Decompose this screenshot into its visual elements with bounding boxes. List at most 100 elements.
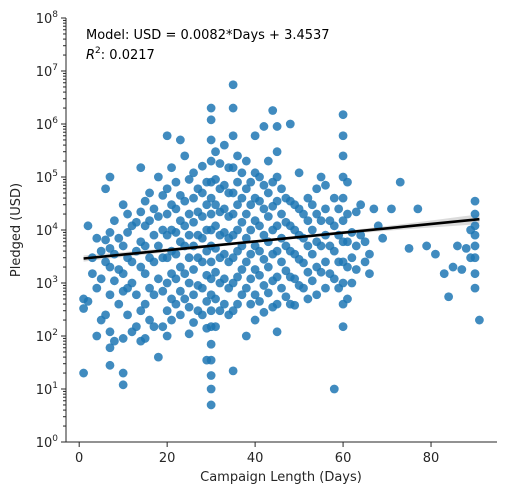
data-point: [158, 322, 167, 331]
data-point: [79, 369, 88, 378]
data-point: [264, 212, 273, 221]
x-tick-label: 0: [75, 451, 83, 466]
data-point: [361, 237, 370, 246]
data-point: [167, 163, 176, 172]
data-point: [198, 311, 207, 320]
data-point: [163, 210, 172, 219]
data-point: [233, 300, 242, 309]
data-point: [273, 300, 282, 309]
data-point: [207, 115, 216, 124]
data-point: [110, 276, 119, 285]
y-tick-label: 104: [36, 222, 59, 239]
data-point: [361, 258, 370, 267]
data-point: [453, 242, 462, 251]
data-point: [119, 242, 128, 251]
data-point: [422, 242, 431, 251]
y-tick-label: 100: [36, 434, 59, 451]
y-tick-base: 10: [36, 383, 53, 398]
data-point: [110, 216, 119, 225]
data-point: [229, 131, 238, 140]
data-point: [185, 329, 194, 338]
data-point: [339, 279, 348, 288]
data-point: [114, 234, 123, 243]
y-tick-exponent: 2: [52, 328, 58, 338]
y-tick-label: 101: [36, 381, 58, 398]
data-point: [343, 263, 352, 272]
data-point: [233, 178, 242, 187]
data-point: [106, 228, 115, 237]
data-point: [246, 250, 255, 259]
data-point: [185, 210, 194, 219]
data-point: [255, 173, 264, 182]
x-axis-ticks: 0 20 40 60 80: [75, 442, 439, 466]
data-point: [321, 284, 330, 293]
data-point: [352, 242, 361, 251]
data-point: [189, 265, 198, 274]
data-point: [242, 284, 251, 293]
y-tick-exponent: 6: [52, 116, 58, 126]
data-point: [343, 178, 352, 187]
data-point: [88, 269, 97, 278]
data-point: [185, 303, 194, 312]
data-point: [299, 258, 308, 267]
data-point: [189, 218, 198, 227]
data-point: [233, 273, 242, 282]
data-point: [365, 250, 374, 259]
data-point: [141, 300, 150, 309]
data-point: [260, 281, 269, 290]
data-point: [145, 189, 154, 198]
data-point: [198, 258, 207, 267]
data-point: [211, 295, 220, 304]
data-point: [189, 318, 198, 327]
data-point: [167, 316, 176, 325]
data-point: [471, 269, 480, 278]
y-tick-label: 103: [36, 275, 58, 292]
data-point: [246, 300, 255, 309]
data-point: [229, 210, 238, 219]
data-point: [136, 207, 145, 216]
data-point: [462, 244, 471, 253]
data-point: [330, 274, 339, 283]
data-point: [150, 205, 159, 214]
data-point: [141, 334, 150, 343]
data-point: [207, 210, 216, 219]
data-point: [413, 205, 422, 214]
data-point: [163, 306, 172, 315]
data-point: [158, 287, 167, 296]
data-point: [396, 178, 405, 187]
data-point: [233, 152, 242, 161]
data-point: [97, 274, 106, 283]
data-point: [471, 253, 480, 262]
y-tick-base: 10: [36, 224, 53, 239]
data-point: [339, 322, 348, 331]
data-point: [321, 258, 330, 267]
data-point: [352, 265, 361, 274]
data-point: [172, 250, 181, 259]
y-tick-label: 107: [36, 63, 58, 80]
data-point: [154, 242, 163, 251]
data-point: [207, 401, 216, 410]
y-tick-label: 105: [36, 169, 58, 186]
data-point: [229, 104, 238, 113]
data-point: [101, 184, 110, 193]
y-tick-label: 102: [36, 328, 58, 345]
data-point: [106, 327, 115, 336]
y-tick-base: 10: [36, 118, 53, 133]
data-point: [268, 106, 277, 115]
data-point: [444, 292, 453, 301]
data-point: [198, 212, 207, 221]
data-point: [295, 168, 304, 177]
data-point: [106, 290, 115, 299]
data-point: [457, 265, 466, 274]
data-point: [123, 311, 132, 320]
data-point: [330, 194, 339, 203]
data-point: [141, 197, 150, 206]
y-tick-base: 10: [36, 436, 53, 451]
data-point: [154, 353, 163, 362]
data-point: [84, 297, 93, 306]
data-point: [176, 136, 185, 145]
data-point: [180, 295, 189, 304]
data-point: [198, 189, 207, 198]
data-point: [303, 242, 312, 251]
